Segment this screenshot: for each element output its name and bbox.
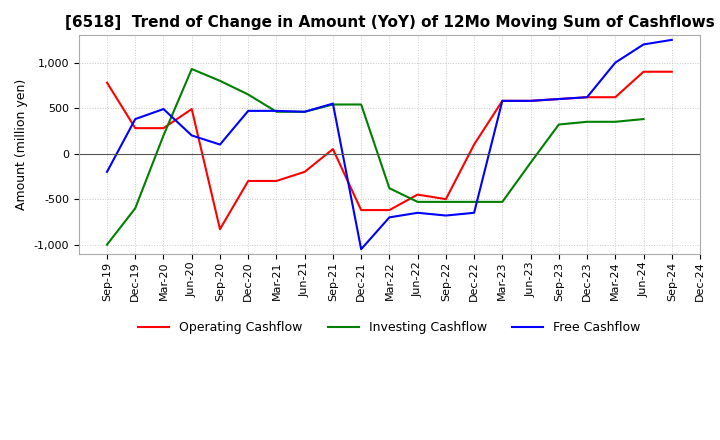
Operating Cashflow <box>526 98 535 103</box>
Free Cashflow <box>639 42 648 47</box>
Investing Cashflow <box>187 66 196 72</box>
Investing Cashflow <box>413 199 422 205</box>
Operating Cashflow <box>216 227 225 232</box>
Legend: Operating Cashflow, Investing Cashflow, Free Cashflow: Operating Cashflow, Investing Cashflow, … <box>133 316 646 339</box>
Free Cashflow <box>300 109 309 114</box>
Investing Cashflow <box>582 119 591 125</box>
Free Cashflow <box>187 133 196 138</box>
Free Cashflow <box>103 169 112 175</box>
Investing Cashflow <box>300 109 309 114</box>
Free Cashflow <box>582 95 591 100</box>
Operating Cashflow <box>667 69 676 74</box>
Free Cashflow <box>667 37 676 43</box>
Investing Cashflow <box>441 199 450 205</box>
Free Cashflow <box>441 213 450 218</box>
Free Cashflow <box>385 215 394 220</box>
Free Cashflow <box>216 142 225 147</box>
Investing Cashflow <box>244 92 253 97</box>
Line: Investing Cashflow: Investing Cashflow <box>107 69 644 245</box>
Operating Cashflow <box>103 80 112 85</box>
Free Cashflow <box>357 246 366 252</box>
Free Cashflow <box>611 60 620 65</box>
Operating Cashflow <box>611 95 620 100</box>
Operating Cashflow <box>582 95 591 100</box>
Operating Cashflow <box>159 125 168 131</box>
Free Cashflow <box>469 210 478 216</box>
Investing Cashflow <box>469 199 478 205</box>
Free Cashflow <box>413 210 422 216</box>
Investing Cashflow <box>385 186 394 191</box>
Operating Cashflow <box>131 125 140 131</box>
Y-axis label: Amount (million yen): Amount (million yen) <box>15 79 28 210</box>
Free Cashflow <box>244 108 253 114</box>
Operating Cashflow <box>272 178 281 183</box>
Investing Cashflow <box>216 78 225 84</box>
Line: Operating Cashflow: Operating Cashflow <box>107 72 672 229</box>
Operating Cashflow <box>300 169 309 175</box>
Investing Cashflow <box>639 117 648 122</box>
Investing Cashflow <box>554 122 563 127</box>
Free Cashflow <box>159 106 168 112</box>
Free Cashflow <box>131 117 140 122</box>
Investing Cashflow <box>103 242 112 247</box>
Operating Cashflow <box>357 207 366 213</box>
Investing Cashflow <box>526 160 535 165</box>
Operating Cashflow <box>639 69 648 74</box>
Operating Cashflow <box>328 147 337 152</box>
Free Cashflow <box>328 101 337 106</box>
Operating Cashflow <box>441 197 450 202</box>
Investing Cashflow <box>159 133 168 138</box>
Investing Cashflow <box>272 109 281 114</box>
Investing Cashflow <box>357 102 366 107</box>
Operating Cashflow <box>469 142 478 147</box>
Free Cashflow <box>526 98 535 103</box>
Operating Cashflow <box>413 192 422 197</box>
Operating Cashflow <box>385 207 394 213</box>
Free Cashflow <box>272 108 281 114</box>
Free Cashflow <box>498 98 507 103</box>
Line: Free Cashflow: Free Cashflow <box>107 40 672 249</box>
Operating Cashflow <box>498 98 507 103</box>
Title: [6518]  Trend of Change in Amount (YoY) of 12Mo Moving Sum of Cashflows: [6518] Trend of Change in Amount (YoY) o… <box>65 15 714 30</box>
Free Cashflow <box>554 96 563 102</box>
Operating Cashflow <box>244 178 253 183</box>
Operating Cashflow <box>554 96 563 102</box>
Investing Cashflow <box>131 205 140 211</box>
Investing Cashflow <box>328 102 337 107</box>
Investing Cashflow <box>611 119 620 125</box>
Operating Cashflow <box>187 106 196 112</box>
Investing Cashflow <box>498 199 507 205</box>
